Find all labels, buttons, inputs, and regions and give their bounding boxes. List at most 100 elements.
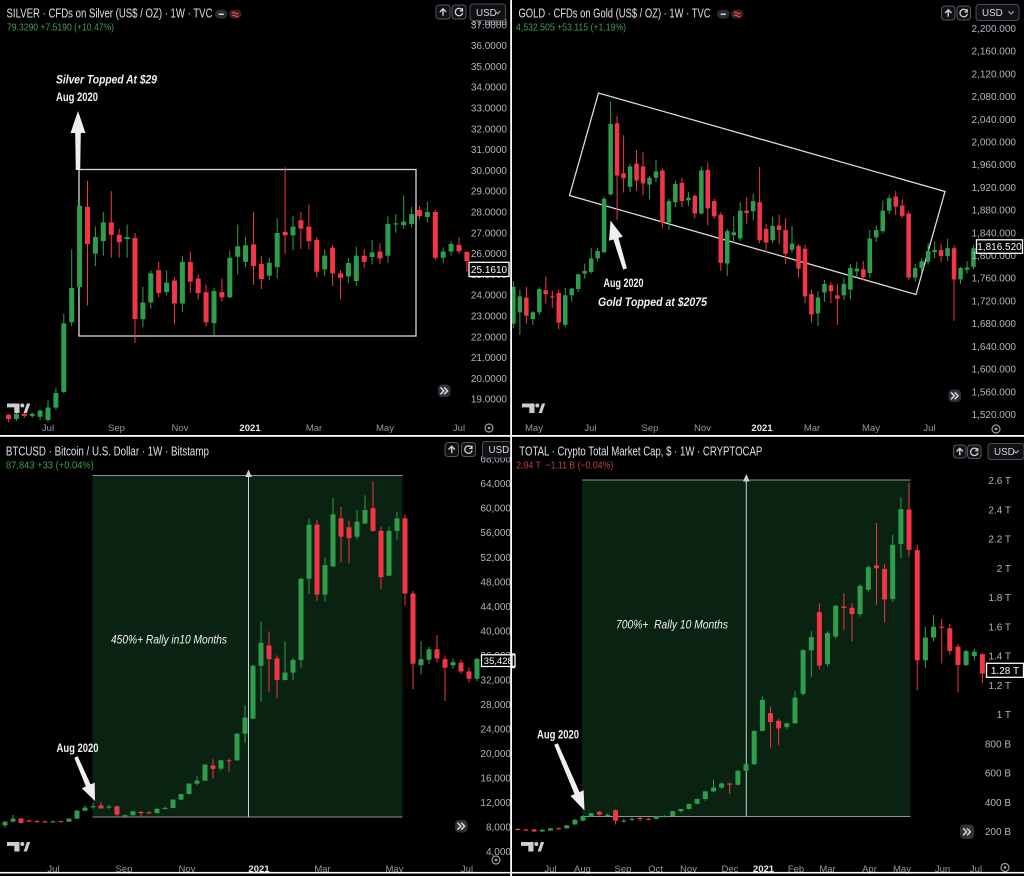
svg-text:GOLD · CFDs on Gold (US$ / OZ): GOLD · CFDs on Gold (US$ / OZ) · 1W · TV… (519, 7, 711, 21)
svg-text:1,920.000: 1,920.000 (972, 183, 1017, 194)
svg-text:1,720.000: 1,720.000 (972, 296, 1017, 307)
svg-text:800 B: 800 B (985, 739, 1011, 750)
svg-text:2021: 2021 (751, 423, 773, 434)
svg-text:1,840.000: 1,840.000 (972, 228, 1017, 239)
svg-text:2,200.000: 2,200.000 (972, 24, 1017, 35)
svg-text:16,000: 16,000 (480, 774, 511, 785)
svg-text:28,000: 28,000 (480, 700, 511, 711)
svg-text:450%+ Rally in10 Months: 450%+ Rally in10 Months (111, 633, 227, 647)
svg-text:Sep: Sep (642, 423, 659, 434)
svg-text:USD: USD (489, 445, 510, 456)
svg-text:Oct: Oct (648, 864, 663, 875)
svg-text:Mar: Mar (314, 864, 330, 875)
svg-text:23.0000: 23.0000 (471, 312, 508, 323)
svg-text:1,800.000: 1,800.000 (972, 251, 1017, 262)
svg-text:48,000: 48,000 (480, 577, 511, 588)
svg-text:22.0000: 22.0000 (471, 332, 508, 343)
svg-text:28.0000: 28.0000 (471, 208, 508, 219)
svg-text:May: May (893, 864, 911, 875)
svg-text:Mar: Mar (804, 423, 820, 434)
svg-text:200 B: 200 B (985, 827, 1011, 838)
svg-text:Aug 2020: Aug 2020 (537, 730, 579, 742)
svg-text:1,880.000: 1,880.000 (972, 206, 1017, 217)
svg-text:40,000: 40,000 (480, 626, 511, 637)
svg-text:2,080.000: 2,080.000 (972, 92, 1017, 103)
svg-text:1,760.000: 1,760.000 (972, 274, 1017, 285)
svg-text:30.0000: 30.0000 (471, 166, 508, 177)
svg-text:4,000: 4,000 (486, 847, 511, 858)
svg-text:27.0000: 27.0000 (471, 228, 508, 239)
svg-text:Aug 2020: Aug 2020 (57, 743, 99, 755)
svg-text:Jul: Jul (461, 864, 473, 875)
svg-text:2,120.000: 2,120.000 (972, 69, 1017, 80)
svg-text:Silver Topped At $29: Silver Topped At $29 (56, 73, 157, 87)
svg-text:TOTAL · Crypto Total Market Ca: TOTAL · Crypto Total Market Cap, $ · 1W … (519, 445, 762, 459)
svg-text:700%+ Rally 10 Months: 700%+ Rally 10 Months (616, 618, 728, 632)
svg-text:Jul: Jul (453, 423, 465, 434)
svg-text:Apr: Apr (862, 864, 877, 875)
svg-text:2 T: 2 T (997, 564, 1011, 575)
svg-text:37.0000: 37.0000 (471, 17, 508, 28)
svg-text:1,520.000: 1,520.000 (972, 410, 1017, 421)
svg-text:1,560.000: 1,560.000 (972, 387, 1017, 398)
svg-text:Aug 2020: Aug 2020 (604, 278, 644, 290)
svg-text:52,000: 52,000 (480, 553, 511, 564)
svg-text:4,532.505 +53.115 (+1.19%): 4,532.505 +53.115 (+1.19%) (516, 22, 626, 34)
svg-text:24.0000: 24.0000 (471, 291, 508, 302)
svg-text:Jul: Jul (584, 423, 596, 434)
svg-text:2,000.000: 2,000.000 (972, 138, 1017, 149)
svg-text:19.0000: 19.0000 (471, 395, 508, 406)
svg-text:Jul: Jul (47, 864, 59, 875)
svg-text:33.0000: 33.0000 (471, 104, 508, 115)
svg-text:1 T: 1 T (997, 710, 1011, 721)
svg-text:44,000: 44,000 (480, 602, 511, 613)
svg-text:Nov: Nov (179, 864, 196, 875)
svg-text:May: May (525, 423, 543, 434)
svg-text:37.0000: 37.0000 (471, 20, 508, 31)
svg-text:Nov: Nov (694, 423, 711, 434)
svg-text:Nov: Nov (680, 864, 697, 875)
svg-text:Sep: Sep (108, 423, 125, 434)
svg-text:USD: USD (994, 447, 1015, 458)
svg-text:29.0000: 29.0000 (471, 187, 508, 198)
svg-text:2.6 T: 2.6 T (988, 476, 1011, 487)
svg-text:35,428: 35,428 (484, 656, 513, 667)
svg-text:68,000: 68,000 (480, 455, 511, 466)
svg-text:Sep: Sep (615, 864, 632, 875)
svg-text:BTCUSD · Bitcoin / U.S. Dollar: BTCUSD · Bitcoin / U.S. Dollar · 1W · Bi… (6, 445, 209, 459)
svg-text:2.4 T: 2.4 T (988, 505, 1011, 516)
svg-text:SILVER · CFDs on Silver (US$ /: SILVER · CFDs on Silver (US$ / OZ) · 1W … (7, 7, 213, 21)
svg-text:24,000: 24,000 (480, 725, 511, 736)
svg-text:Jun: Jun (935, 864, 950, 875)
svg-text:400 B: 400 B (985, 798, 1011, 809)
svg-text:May: May (386, 864, 404, 875)
svg-text:Jul: Jul (42, 423, 54, 434)
svg-text:Aug: Aug (574, 864, 591, 875)
svg-text:2,040.000: 2,040.000 (972, 115, 1017, 126)
svg-text:2021: 2021 (239, 423, 261, 434)
svg-text:32,000: 32,000 (480, 676, 511, 687)
svg-text:1.8 T: 1.8 T (988, 593, 1011, 604)
svg-text:87,843 +33 (+0.04%): 87,843 +33 (+0.04%) (6, 460, 94, 472)
svg-text:1.28 T: 1.28 T (991, 666, 1019, 677)
svg-text:600 B: 600 B (985, 769, 1011, 780)
svg-text:Nov: Nov (172, 423, 189, 434)
svg-text:36.0000: 36.0000 (471, 41, 508, 52)
svg-text:26.0000: 26.0000 (471, 249, 508, 260)
svg-text:USD: USD (476, 8, 497, 19)
svg-text:Jul: Jul (923, 423, 935, 434)
svg-text:2.94 T −1.11 B (−0.04%): 2.94 T −1.11 B (−0.04%) (516, 460, 613, 472)
svg-text:Dec: Dec (722, 864, 739, 875)
svg-text:8,000: 8,000 (486, 823, 511, 834)
svg-text:79.3290 +7.5190 (+10.47%): 79.3290 +7.5190 (+10.47%) (7, 22, 114, 34)
svg-text:1.6 T: 1.6 T (988, 622, 1011, 633)
svg-text:2021: 2021 (248, 864, 270, 875)
svg-text:Aug 2020: Aug 2020 (56, 92, 98, 104)
svg-text:20.0000: 20.0000 (471, 374, 508, 385)
svg-text:1.4 T: 1.4 T (988, 652, 1011, 663)
svg-text:34.0000: 34.0000 (471, 83, 508, 94)
svg-text:Sep: Sep (116, 864, 133, 875)
svg-text:Feb: Feb (788, 864, 804, 875)
svg-text:1,960.000: 1,960.000 (972, 160, 1017, 171)
svg-text:2.2 T: 2.2 T (988, 535, 1011, 546)
